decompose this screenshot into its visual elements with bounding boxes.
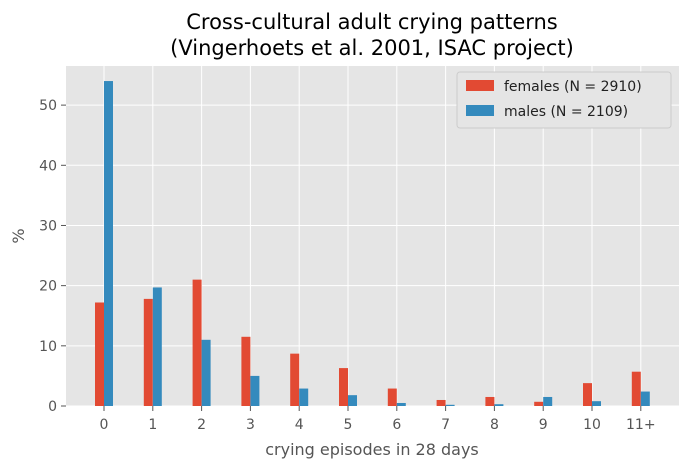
x-tick-label: 4 bbox=[295, 417, 304, 433]
x-tick-label: 5 bbox=[344, 417, 353, 433]
x-tick-label: 2 bbox=[197, 417, 206, 433]
y-tick-label: 20 bbox=[39, 279, 57, 295]
bar-females bbox=[631, 371, 641, 406]
y-tick-label: 40 bbox=[39, 158, 57, 174]
x-tick-label: 6 bbox=[392, 417, 401, 433]
chart-title: Cross-cultural adult crying patterns bbox=[186, 10, 558, 34]
x-tick-label: 3 bbox=[246, 417, 255, 433]
bar-males bbox=[250, 375, 260, 406]
x-tick-label: 7 bbox=[441, 417, 450, 433]
x-axis-ticks: 0 1 2 3 4 5 6 7 8 9 10 11+ bbox=[100, 406, 656, 433]
legend-label-females: females (N = 2910) bbox=[504, 79, 642, 95]
bar-males bbox=[592, 401, 601, 406]
bar-females bbox=[436, 399, 446, 406]
y-tick-label: 10 bbox=[39, 339, 57, 355]
legend-swatch-males bbox=[466, 105, 494, 116]
bar-females bbox=[241, 336, 251, 406]
legend-box bbox=[456, 71, 672, 129]
y-tick-label: 0 bbox=[48, 399, 57, 415]
bar-females bbox=[534, 401, 544, 406]
x-tick-label: 11+ bbox=[626, 417, 656, 433]
bar-females bbox=[192, 279, 202, 406]
bar-females bbox=[485, 396, 495, 406]
y-axis-label: % bbox=[9, 228, 28, 243]
y-tick-label: 50 bbox=[39, 98, 57, 114]
bar-males bbox=[396, 402, 406, 406]
legend: females (N = 2910) males (N = 2109) bbox=[456, 71, 672, 129]
bar-females bbox=[95, 302, 104, 406]
bars bbox=[95, 81, 650, 406]
x-tick-label: 1 bbox=[148, 417, 157, 433]
bar-males bbox=[445, 404, 455, 406]
bar-males bbox=[543, 396, 553, 406]
bar-females bbox=[387, 388, 397, 406]
x-tick-label: 8 bbox=[490, 417, 499, 433]
grid bbox=[66, 66, 679, 407]
y-tick-label: 30 bbox=[39, 218, 57, 234]
legend-label-males: males (N = 2109) bbox=[504, 104, 628, 120]
bar-females bbox=[290, 353, 300, 406]
bar-males bbox=[104, 81, 113, 406]
bar-males bbox=[299, 388, 309, 406]
bar-males bbox=[201, 339, 211, 406]
bar-males bbox=[152, 287, 162, 406]
bar-females bbox=[143, 298, 153, 406]
legend-swatch-females bbox=[466, 80, 494, 91]
x-tick-label: 10 bbox=[583, 417, 601, 433]
x-tick-label: 9 bbox=[539, 417, 548, 433]
bar-males bbox=[494, 404, 504, 406]
bar-females bbox=[583, 383, 592, 406]
y-axis-ticks: 0 10 20 30 40 50 bbox=[39, 98, 66, 415]
bar-males bbox=[640, 391, 650, 406]
bar-females bbox=[339, 368, 348, 406]
x-axis-label: crying episodes in 28 days bbox=[265, 440, 479, 459]
chart-subtitle: (Vingerhoets et al. 2001, ISAC project) bbox=[170, 36, 574, 60]
bar-males bbox=[348, 395, 357, 406]
x-tick-label: 0 bbox=[100, 417, 109, 433]
